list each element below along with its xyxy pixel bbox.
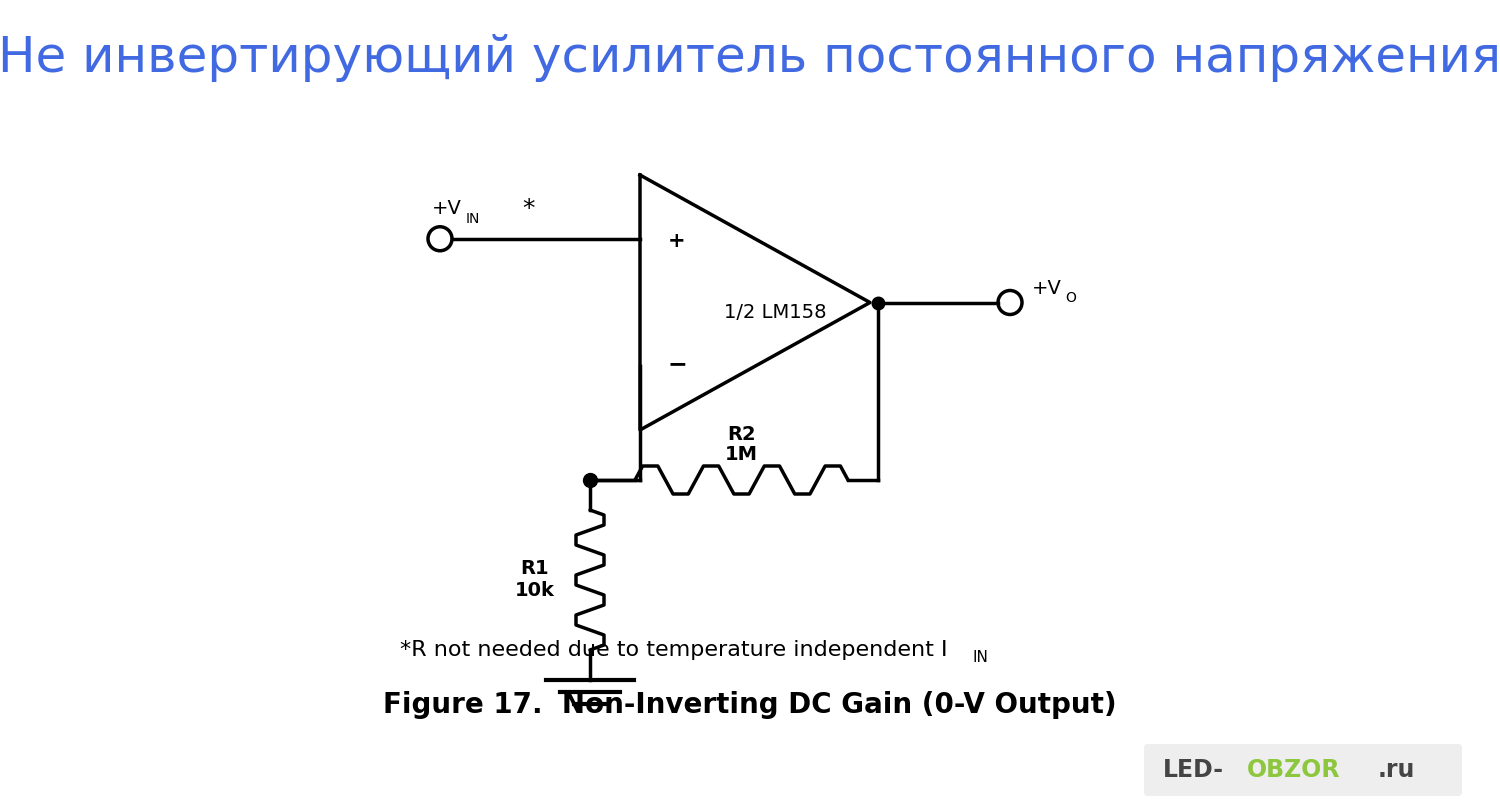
- Text: .ru: .ru: [1378, 758, 1416, 782]
- Text: +V: +V: [432, 200, 462, 218]
- Text: 1/2 LM158: 1/2 LM158: [723, 303, 827, 322]
- Text: LED-: LED-: [1162, 758, 1224, 782]
- Text: IN: IN: [466, 212, 480, 225]
- FancyBboxPatch shape: [1144, 744, 1462, 796]
- Text: Figure 17.  Non-Inverting DC Gain (0-V Output): Figure 17. Non-Inverting DC Gain (0-V Ou…: [382, 691, 1118, 719]
- Text: +: +: [668, 231, 686, 250]
- Text: Не инвертирующий усилитель постоянного напряжения: Не инвертирующий усилитель постоянного н…: [0, 34, 1500, 82]
- Text: +V: +V: [1032, 279, 1062, 298]
- Text: *R not needed due to temperature independent I: *R not needed due to temperature indepen…: [400, 640, 948, 660]
- Text: *: *: [522, 197, 534, 221]
- Text: R1: R1: [520, 558, 549, 578]
- Text: O: O: [1065, 292, 1076, 305]
- Text: 10k: 10k: [514, 580, 555, 600]
- Text: 1M: 1M: [724, 445, 758, 465]
- Text: OBZOR: OBZOR: [1246, 758, 1341, 782]
- Text: R2: R2: [728, 426, 756, 444]
- Text: −: −: [668, 352, 687, 377]
- Text: IN: IN: [972, 650, 988, 666]
